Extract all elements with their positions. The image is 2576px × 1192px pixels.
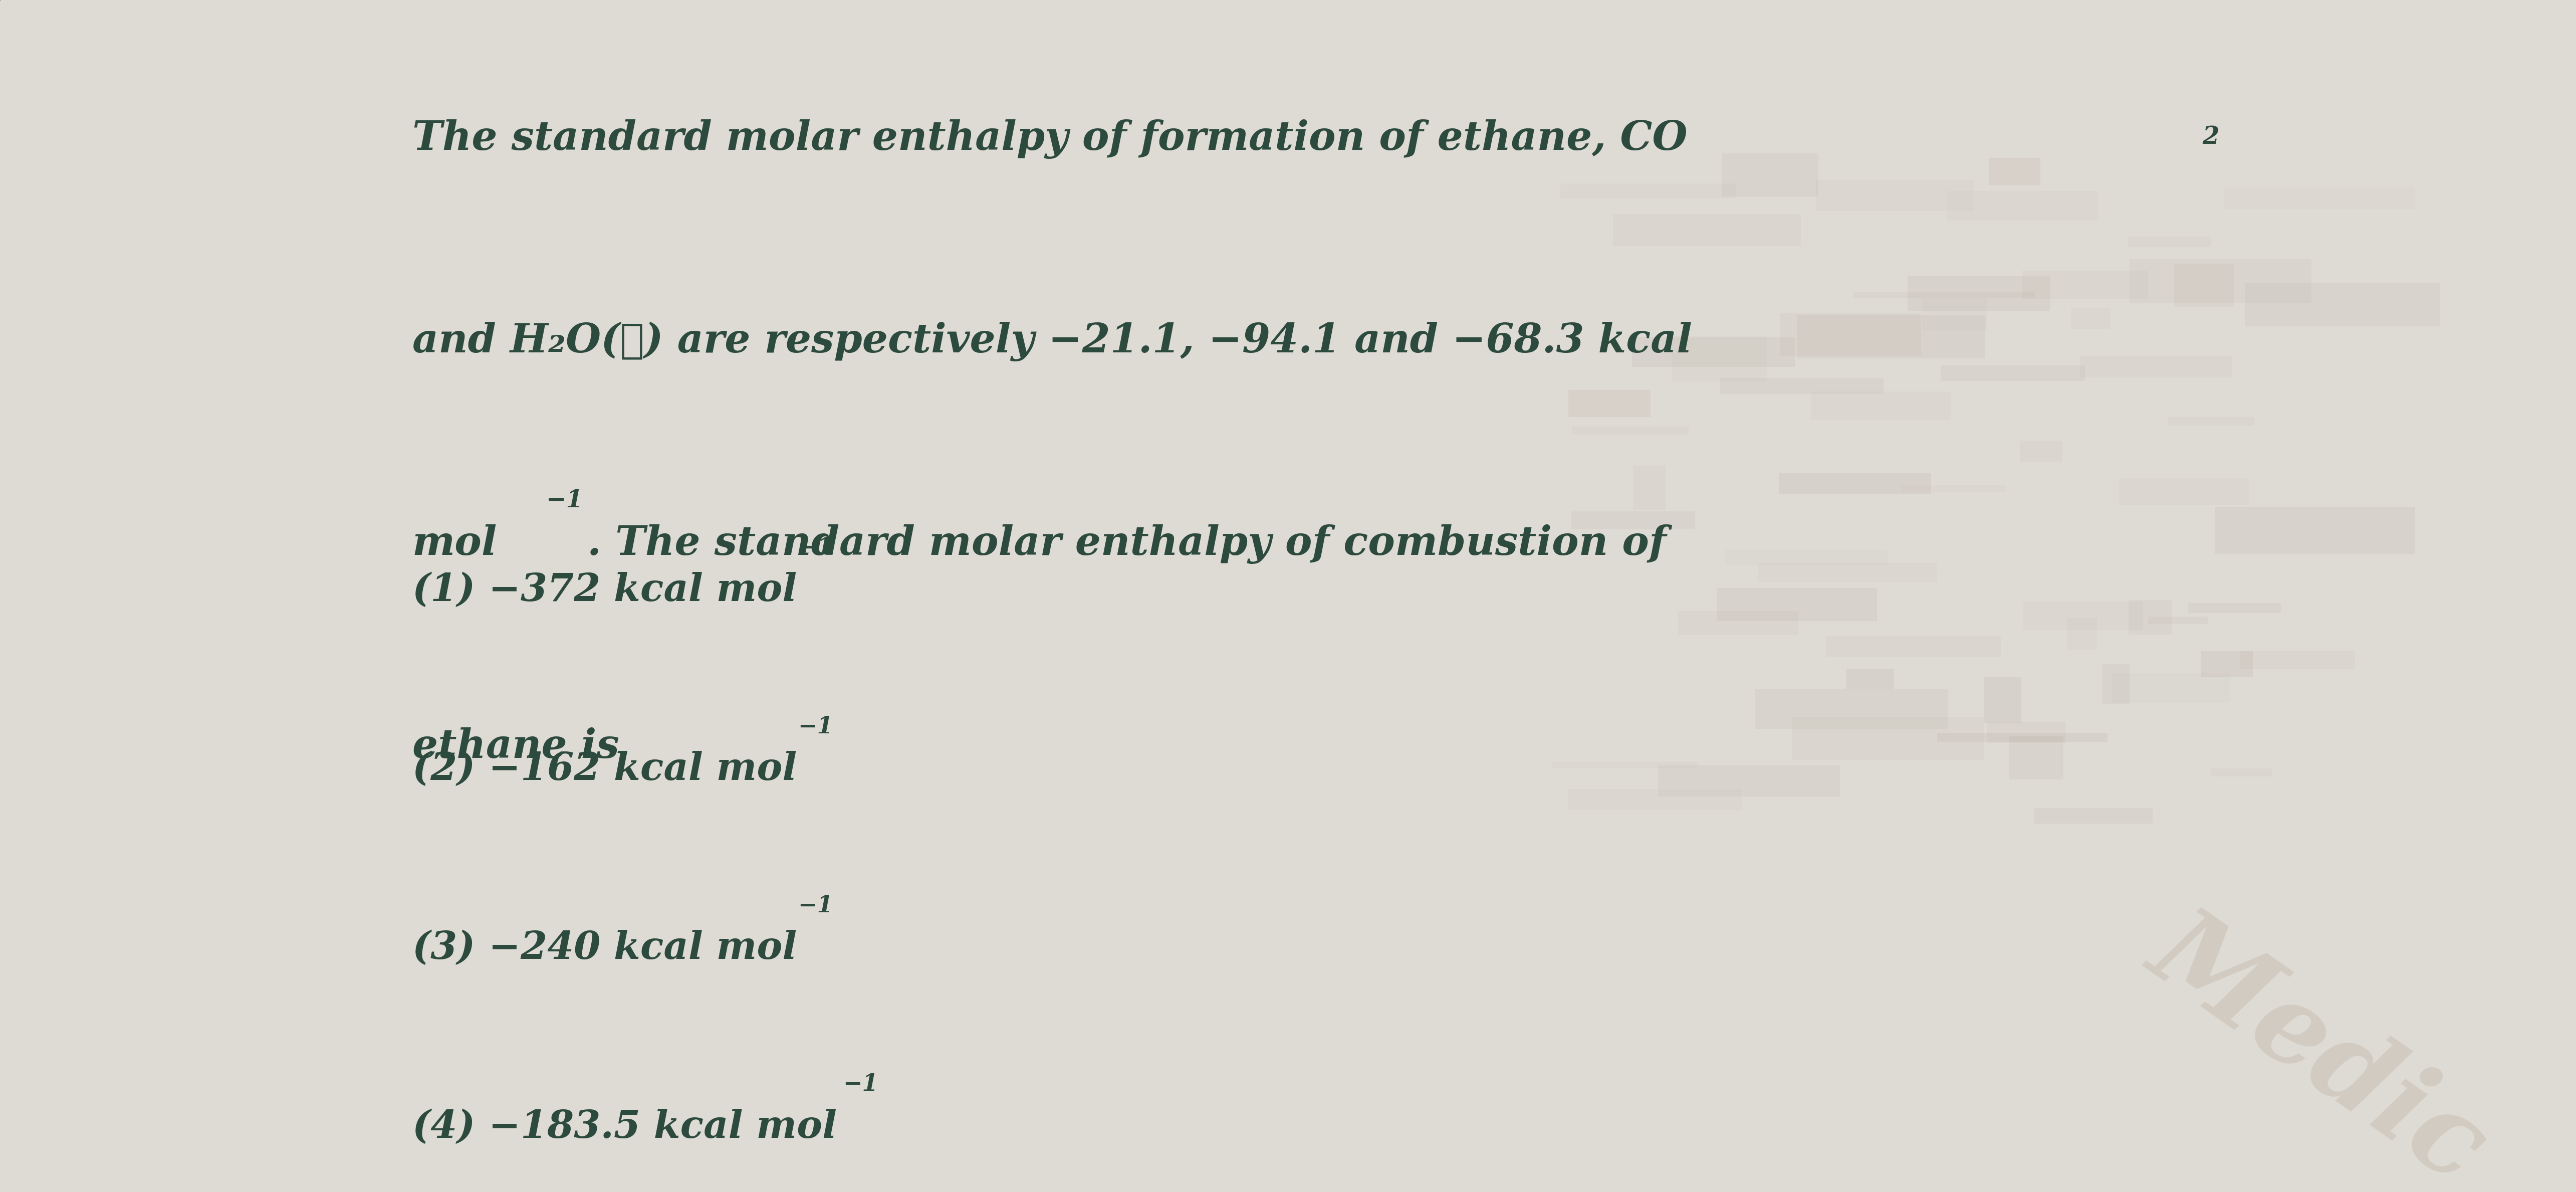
Bar — [1553, 762, 1698, 768]
Text: and H₂O(ℓ) are respectively −21.1, −94.1 and −68.3 kcal: and H₂O(ℓ) are respectively −21.1, −94.1… — [412, 322, 1692, 361]
Text: (3) −240 kcal mol: (3) −240 kcal mol — [412, 930, 796, 967]
Bar — [2244, 283, 2439, 327]
Bar — [1561, 184, 1736, 199]
Bar — [2120, 478, 2249, 505]
Bar — [1757, 563, 1937, 582]
Bar — [1947, 191, 2099, 221]
Text: −1: −1 — [546, 489, 582, 513]
Text: mol: mol — [412, 524, 497, 564]
Bar — [2022, 271, 2148, 299]
Bar — [2215, 508, 2416, 553]
Bar — [1631, 337, 1795, 367]
Bar — [1855, 292, 2035, 298]
Bar — [2035, 808, 2154, 824]
Bar — [2071, 308, 2110, 329]
Bar — [1672, 336, 1767, 381]
Bar — [1677, 611, 1798, 635]
Bar — [1659, 765, 1839, 796]
Text: −1: −1 — [842, 1073, 878, 1095]
Bar — [1922, 298, 1986, 330]
Bar — [1790, 718, 1984, 760]
Bar — [2128, 601, 2172, 634]
Bar — [1571, 511, 1695, 529]
Bar — [2102, 664, 2130, 704]
Bar — [1816, 180, 1973, 211]
Bar — [1986, 721, 2066, 743]
Text: (2) −162 kcal mol: (2) −162 kcal mol — [412, 751, 796, 788]
Bar — [1780, 313, 1922, 356]
Bar — [2200, 651, 2251, 677]
Bar — [2025, 601, 2143, 631]
Bar — [1569, 390, 1651, 417]
Bar — [1721, 378, 1883, 393]
Bar — [1937, 733, 2107, 741]
Bar — [2239, 651, 2354, 670]
Bar — [1613, 213, 1801, 247]
Bar — [2148, 616, 2208, 625]
Bar — [2112, 672, 2231, 703]
Bar — [1569, 789, 1741, 809]
Bar — [1901, 485, 2004, 491]
Text: ethane is: ethane is — [412, 727, 618, 766]
Bar — [1811, 391, 1950, 420]
Bar — [1754, 689, 1947, 728]
Text: −1: −1 — [799, 894, 832, 917]
Text: The standard molar enthalpy of formation of ethane, CO: The standard molar enthalpy of formation… — [412, 119, 1687, 159]
Bar — [2128, 236, 2210, 247]
Bar — [2066, 617, 2097, 651]
Bar — [1989, 157, 2040, 185]
Text: Medic: Medic — [2130, 895, 2506, 1192]
Bar — [1777, 473, 1932, 495]
Bar — [2020, 441, 2063, 461]
Text: −1: −1 — [799, 715, 832, 738]
Bar — [2187, 603, 2280, 613]
Text: (4) −183.5 kcal mol: (4) −183.5 kcal mol — [412, 1109, 837, 1146]
Text: −1: −1 — [799, 536, 832, 559]
Bar — [2009, 735, 2063, 780]
Bar — [1571, 427, 1690, 435]
Bar — [2079, 356, 2233, 378]
Bar — [2223, 187, 2414, 209]
Bar — [1984, 677, 2022, 722]
Bar — [2130, 259, 2311, 303]
Bar — [1798, 316, 1986, 359]
Bar — [2210, 769, 2272, 776]
Bar — [2169, 417, 2254, 426]
Bar — [1721, 154, 1819, 197]
Bar — [1906, 275, 2050, 311]
Text: . The standard molar enthalpy of combustion of: . The standard molar enthalpy of combust… — [587, 524, 1667, 564]
Bar — [1726, 550, 1888, 565]
Bar — [1847, 669, 1893, 689]
Bar — [2174, 265, 2233, 308]
Text: 2: 2 — [2202, 125, 2221, 149]
Bar — [1716, 588, 1878, 621]
Bar — [1633, 466, 1667, 510]
Bar — [1826, 635, 2002, 657]
Bar — [1942, 366, 2084, 380]
Text: (1) −372 kcal mol: (1) −372 kcal mol — [412, 572, 796, 609]
